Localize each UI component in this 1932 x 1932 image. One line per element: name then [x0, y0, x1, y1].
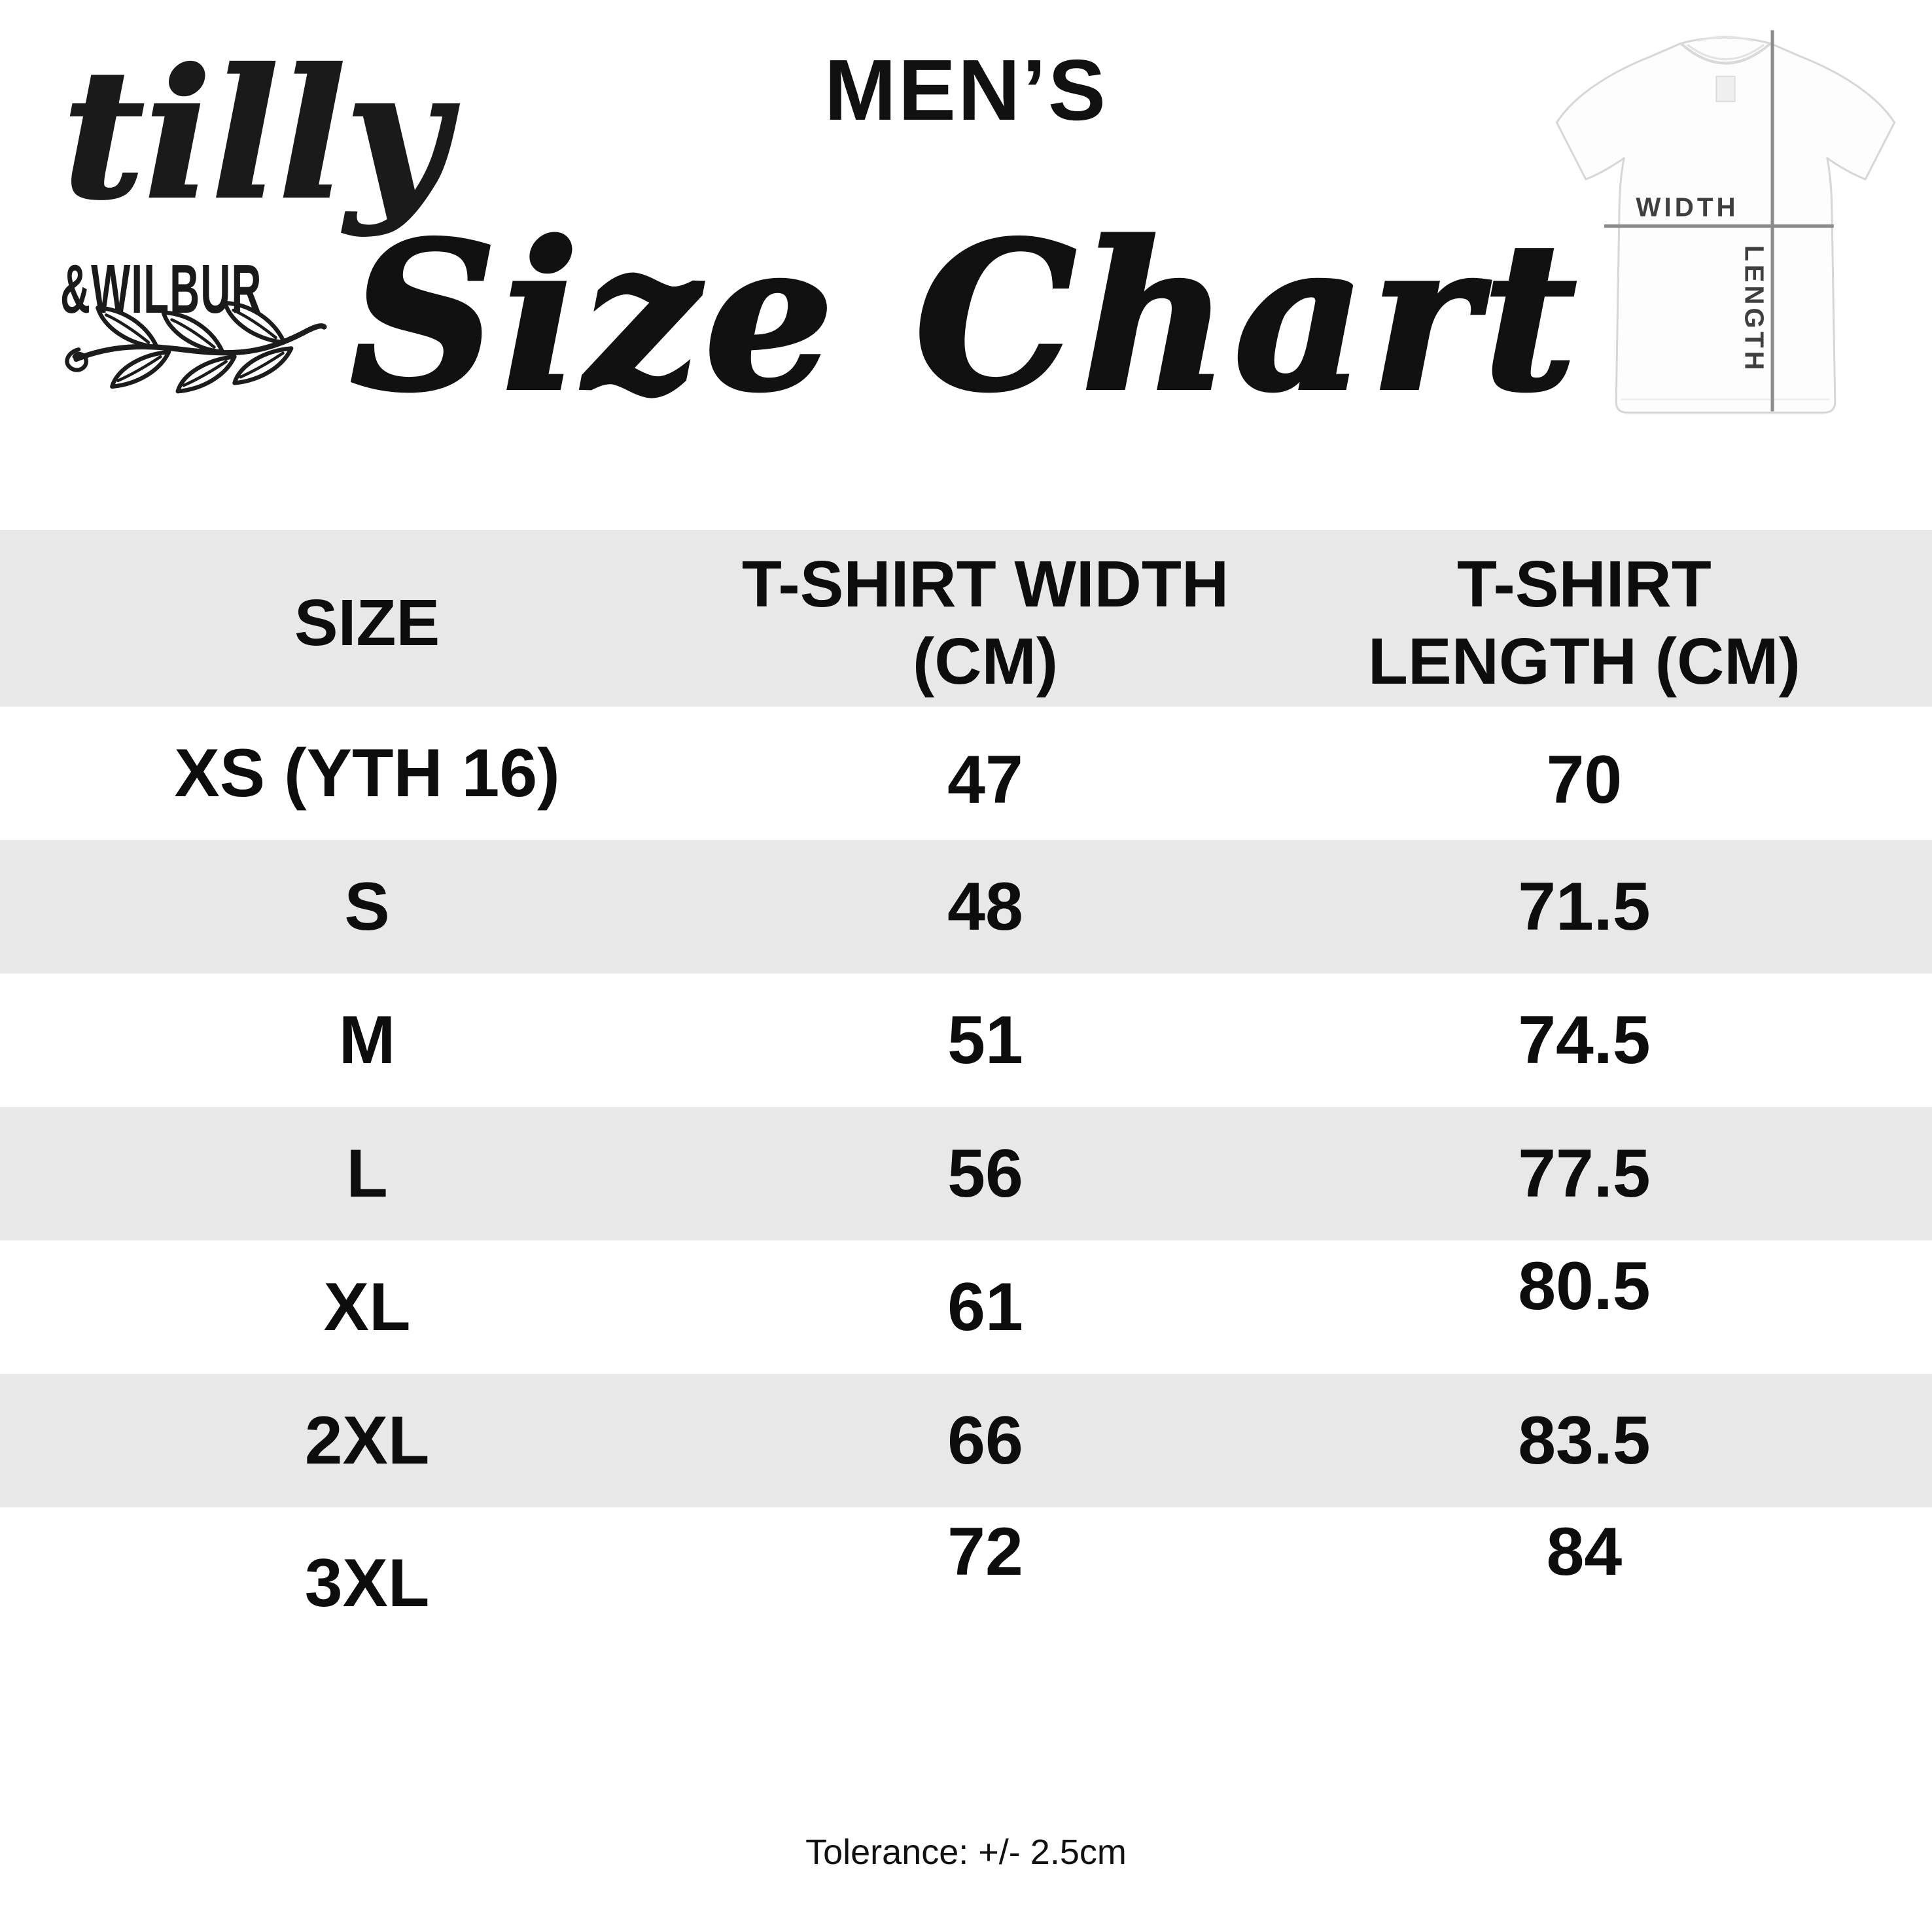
- column-header-width-label: T-SHIRT WIDTH (CM): [741, 548, 1229, 698]
- brand-name-script: tilly: [61, 30, 449, 238]
- length-cell: 74.5: [1518, 1002, 1651, 1078]
- width-cell: 61: [947, 1269, 1023, 1345]
- tolerance-note: Tolerance: +/- 2.5cm: [805, 1833, 1127, 1872]
- size-cell: XL: [323, 1269, 411, 1345]
- page-title: Size Chart: [348, 198, 1582, 436]
- width-cell: 51: [947, 1002, 1023, 1078]
- leaf-lower-3: [232, 346, 294, 385]
- tshirt-measurement-diagram: WIDTH LENGTH: [1555, 30, 1896, 414]
- category-heading: MEN’S: [824, 42, 1108, 138]
- leaf-upper-3-vein: [232, 308, 277, 340]
- leaf-upper-1: [96, 306, 159, 349]
- size-cell: XS (YTH 16): [174, 735, 560, 811]
- column-header-size-label: SIZE: [294, 586, 440, 659]
- laurel-branch-icon: [65, 300, 327, 394]
- collar-back: [1697, 35, 1754, 42]
- column-header-length: T-SHIRT LENGTH (CM): [1237, 536, 1932, 700]
- size-cell: M: [338, 1002, 396, 1078]
- collar-inner: [1687, 44, 1765, 61]
- length-cell: 70: [1546, 741, 1623, 818]
- table-header-row: SIZE T-SHIRT WIDTH (CM) T-SHIRT LENGTH (…: [0, 530, 1932, 707]
- length-label: LENGTH: [1740, 245, 1769, 374]
- column-header-width: T-SHIRT WIDTH (CM): [734, 536, 1237, 700]
- table-row: M 51 74.5: [0, 974, 1932, 1107]
- table-row: 2XL 66 83.5: [0, 1374, 1932, 1507]
- branch-stem: [73, 323, 327, 362]
- column-header-size: SIZE: [0, 575, 734, 661]
- width-label: WIDTH: [1636, 192, 1738, 222]
- length-cell: 80.5: [1518, 1248, 1651, 1324]
- leaf-lower-2-vein: [182, 360, 228, 387]
- leaf-upper-1-vein: [104, 313, 150, 344]
- neck-tag: [1715, 75, 1736, 103]
- brand-name-caps: &WILBUR: [60, 251, 262, 328]
- size-table: SIZE T-SHIRT WIDTH (CM) T-SHIRT LENGTH (…: [0, 530, 1932, 1641]
- length-cell: 71.5: [1518, 868, 1651, 945]
- leaf-lower-1: [110, 349, 171, 389]
- table-row: S 48 71.5: [0, 840, 1932, 974]
- table-row: XS (YTH 16) 47 70: [0, 707, 1932, 840]
- length-cell: 83.5: [1518, 1402, 1651, 1479]
- table-row: 3XL 72 84: [0, 1507, 1932, 1641]
- width-cell: 47: [947, 741, 1023, 818]
- size-cell: L: [346, 1135, 388, 1212]
- column-header-length-label: T-SHIRT LENGTH (CM): [1367, 548, 1800, 698]
- collar-outer: [1679, 42, 1772, 65]
- size-cell: S: [344, 868, 390, 945]
- branch-curl: [65, 347, 88, 372]
- table-body: XS (YTH 16) 47 70 S 48 71.5 M 51 74.5: [0, 707, 1932, 1641]
- width-cell: 72: [947, 1513, 1023, 1590]
- length-cell: 84: [1546, 1513, 1623, 1590]
- leaf-upper-2: [161, 310, 225, 355]
- leaf-upper-3: [222, 300, 287, 345]
- leaf-lower-1-vein: [116, 355, 162, 383]
- width-cell: 48: [947, 868, 1023, 945]
- leaf-lower-2: [175, 355, 237, 394]
- length-cell: 77.5: [1518, 1135, 1651, 1212]
- leaf-upper-2-vein: [170, 318, 216, 349]
- table-row: L 56 77.5: [0, 1107, 1932, 1240]
- brand-logo: tilly &WILBUR: [39, 0, 449, 419]
- width-cell: 66: [947, 1402, 1023, 1479]
- size-cell: 2XL: [304, 1402, 430, 1479]
- size-cell: 3XL: [304, 1545, 430, 1621]
- table-row: XL 61 80.5: [0, 1240, 1932, 1374]
- width-cell: 56: [947, 1135, 1023, 1212]
- leaf-lower-3-vein: [239, 351, 285, 379]
